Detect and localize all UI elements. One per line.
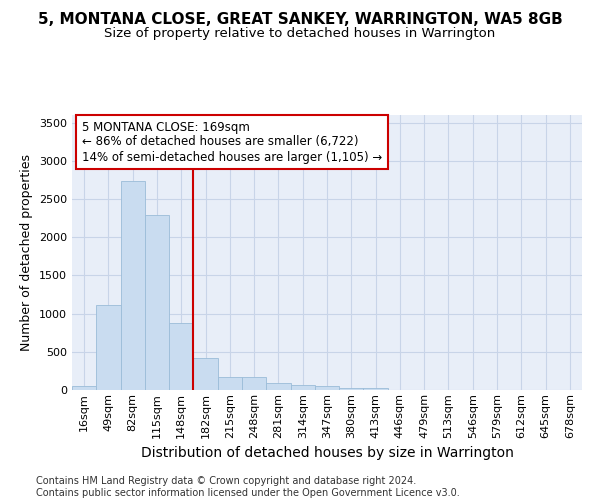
Bar (242, 377, 266, 390)
Bar (72, 386, 96, 390)
Text: 5 MONTANA CLOSE: 169sqm
← 86% of detached houses are smaller (6,722)
14% of semi: 5 MONTANA CLOSE: 169sqm ← 86% of detache… (82, 120, 382, 164)
Y-axis label: Number of detached properties: Number of detached properties (20, 154, 34, 351)
Text: Size of property relative to detached houses in Warrington: Size of property relative to detached ho… (104, 28, 496, 40)
Bar (169, 323, 193, 390)
Bar (266, 382, 290, 390)
Bar (218, 376, 242, 390)
Bar (290, 386, 315, 390)
Text: 5, MONTANA CLOSE, GREAT SANKEY, WARRINGTON, WA5 8GB: 5, MONTANA CLOSE, GREAT SANKEY, WARRINGT… (38, 12, 562, 28)
Bar (121, 180, 145, 390)
Text: Contains HM Land Registry data © Crown copyright and database right 2024.
Contai: Contains HM Land Registry data © Crown c… (36, 476, 460, 498)
Bar (364, 388, 388, 390)
X-axis label: Distribution of detached houses by size in Warrington: Distribution of detached houses by size … (140, 446, 514, 460)
Bar (315, 386, 339, 390)
Bar (96, 305, 121, 390)
Bar (339, 388, 364, 390)
Bar (145, 215, 169, 390)
Bar (193, 358, 218, 390)
